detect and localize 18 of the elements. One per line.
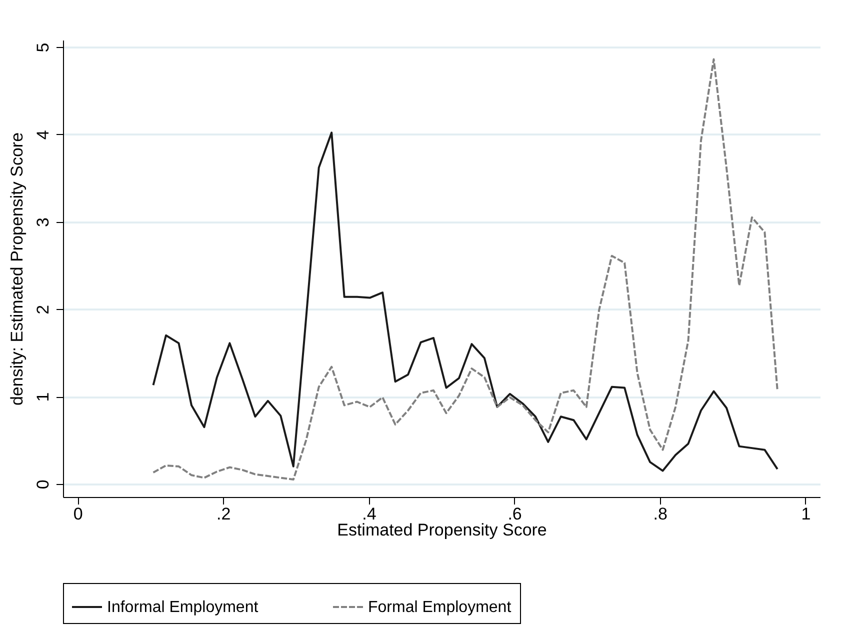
- y-tick-label: 4: [34, 130, 52, 140]
- legend-label: Formal Employment: [368, 599, 512, 616]
- y-tick-label: 1: [34, 392, 52, 402]
- x-tick-label: .2: [216, 504, 231, 524]
- x-axis-title: Estimated Propensity Score: [337, 520, 547, 540]
- y-tick-label: 0: [34, 480, 52, 490]
- x-tick-label: .4: [362, 504, 376, 524]
- y-axis-title: density: Estimated Propensity Score: [8, 132, 26, 406]
- x-tick-label: .6: [508, 504, 522, 524]
- x-tick-label: .8: [653, 504, 668, 524]
- y-tick-label: 5: [34, 42, 52, 52]
- x-tick-label: 0: [73, 504, 83, 524]
- y-tick-label: 3: [34, 218, 52, 227]
- y-tick-label: 2: [34, 304, 52, 314]
- legend-label: Informal Employment: [107, 599, 259, 616]
- line-series: [152, 132, 778, 472]
- x-tick-label: 1: [801, 504, 811, 524]
- line-series: [152, 58, 778, 481]
